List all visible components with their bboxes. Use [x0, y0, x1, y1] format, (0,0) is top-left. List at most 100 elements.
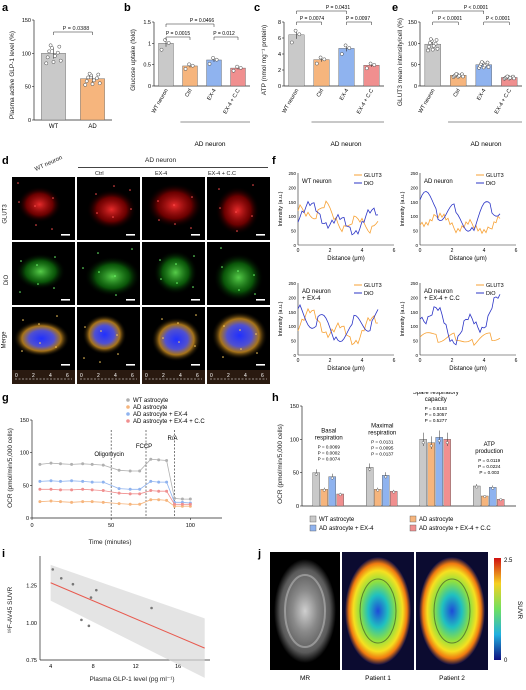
y-tick-label: 250 — [410, 281, 418, 286]
significance-bracket — [346, 21, 372, 25]
profile-title: AD neuron — [424, 179, 453, 185]
cell-signal — [211, 311, 268, 360]
x-tick-label: 6 — [393, 358, 396, 364]
panel-h-ylabel: OCR (pmol/min/5,000 cells) — [277, 424, 284, 504]
panel-h-chart: OCR (pmol/min/5,000 cells) 0 50 100 150 Basa… — [277, 392, 516, 532]
speckle — [162, 337, 164, 339]
panel-c-chart: ATP (nmol mg⁻¹ protein) 0 2 4 6 8 WT neuron Ct… — [261, 5, 384, 148]
group-label: production — [475, 449, 503, 455]
speckle — [221, 266, 223, 268]
data-point — [293, 28, 298, 33]
speckle — [113, 185, 115, 187]
pvalue-label: P = 0.5277 — [425, 418, 448, 423]
panel-b-ylabel: Glucose uptake (fold) — [130, 29, 137, 91]
speckle — [17, 182, 19, 184]
y-tick-label: 8 — [278, 20, 281, 26]
y-tick-label: 50 — [411, 63, 417, 69]
series-point — [38, 487, 42, 491]
y-tick-label: 1 — [148, 41, 151, 47]
speckle — [84, 326, 86, 328]
panel-letter-e: e — [392, 2, 399, 14]
legend-swatch — [309, 524, 317, 532]
x-tick-label: 2 — [451, 248, 454, 254]
bar — [328, 476, 336, 507]
scale-bar — [256, 299, 265, 301]
data-point — [330, 476, 334, 480]
scale-bar — [191, 299, 200, 301]
series-point — [81, 487, 85, 491]
data-point — [187, 62, 191, 67]
speckle — [83, 357, 85, 359]
series-point — [70, 462, 74, 466]
series-point — [173, 502, 176, 506]
speckle — [256, 352, 258, 354]
group-label: respiration — [368, 430, 396, 436]
series-point — [81, 462, 85, 466]
profile-tick-label: 6 — [66, 373, 69, 379]
legend-label-dio: DiO — [486, 291, 496, 297]
panel-e-pvalue-1: P < 0.0001 — [438, 16, 462, 22]
mr-brain-image — [274, 559, 336, 663]
glut3-trace — [419, 332, 501, 346]
suvr-colorbar — [494, 558, 501, 660]
y-axis-label: Intensity (a.u.) — [400, 301, 406, 336]
data-point — [384, 475, 388, 479]
data-point — [318, 55, 323, 60]
series-point — [165, 459, 169, 463]
panel-d-header-ex4: EX-4 — [155, 171, 168, 177]
y-tick-label: 50 — [23, 483, 29, 489]
pvalue-label: P = 0.0074 — [318, 457, 341, 462]
y-tick-label: 150 — [410, 200, 418, 205]
scatter-point — [71, 582, 75, 586]
y-tick-label: 150 — [20, 418, 29, 424]
data-point — [45, 55, 50, 60]
legend-label-glut3: GLUT3 — [364, 283, 382, 289]
data-point — [437, 439, 441, 443]
series-point — [49, 499, 53, 503]
data-point — [92, 78, 96, 83]
series-point — [157, 458, 161, 462]
panel-e-chart: GLUT3 mean intensity/cell (%) 0 50 100 150 W… — [397, 5, 522, 148]
data-point — [58, 58, 63, 63]
data-point — [44, 61, 49, 66]
panel-e-ylabel: GLUT3 mean intensity/cell (%) — [397, 18, 404, 106]
series-point — [188, 497, 192, 501]
speckle — [160, 278, 162, 280]
group-label: Basal — [321, 429, 336, 435]
speckle — [220, 247, 222, 249]
y-tick-label: 1.25 — [26, 584, 37, 590]
scatter-point — [89, 596, 93, 599]
speckle — [190, 227, 192, 229]
speckle — [161, 318, 163, 320]
y-tick-label: 0 — [278, 84, 281, 90]
significance-bracket — [432, 21, 459, 25]
data-point — [214, 57, 219, 62]
data-point — [97, 81, 102, 86]
x-tick-label: 0 — [297, 248, 300, 254]
cell-signal — [86, 189, 137, 230]
series-point — [149, 489, 153, 493]
panel-c-ylabel: ATP (nmol mg⁻¹ protein) — [261, 25, 268, 95]
panel-g-xlabel: Time (minutes) — [88, 539, 131, 546]
scale-bar — [191, 234, 200, 236]
patient2-pet-image — [419, 557, 485, 665]
series-point — [117, 468, 121, 472]
speckle — [18, 201, 20, 203]
x-tick-label: 6 — [515, 248, 518, 254]
data-point — [322, 57, 327, 62]
x-tick-label: 4 — [483, 248, 486, 254]
x-tick-label: EX-4 — [206, 88, 217, 102]
profile-tick-label: 4 — [179, 373, 182, 379]
panel-letter-a: a — [2, 2, 9, 14]
data-point — [347, 46, 352, 50]
scale-bar — [191, 364, 200, 366]
scatter-point — [87, 624, 91, 628]
injection-label: FCCP — [136, 444, 152, 450]
x-tick-label: 16 — [175, 664, 181, 670]
speckle — [236, 230, 238, 232]
significance-bracket — [296, 21, 322, 25]
data-point — [499, 498, 503, 502]
cell-signal — [153, 250, 198, 295]
profile-tick-label: 2 — [227, 373, 230, 379]
